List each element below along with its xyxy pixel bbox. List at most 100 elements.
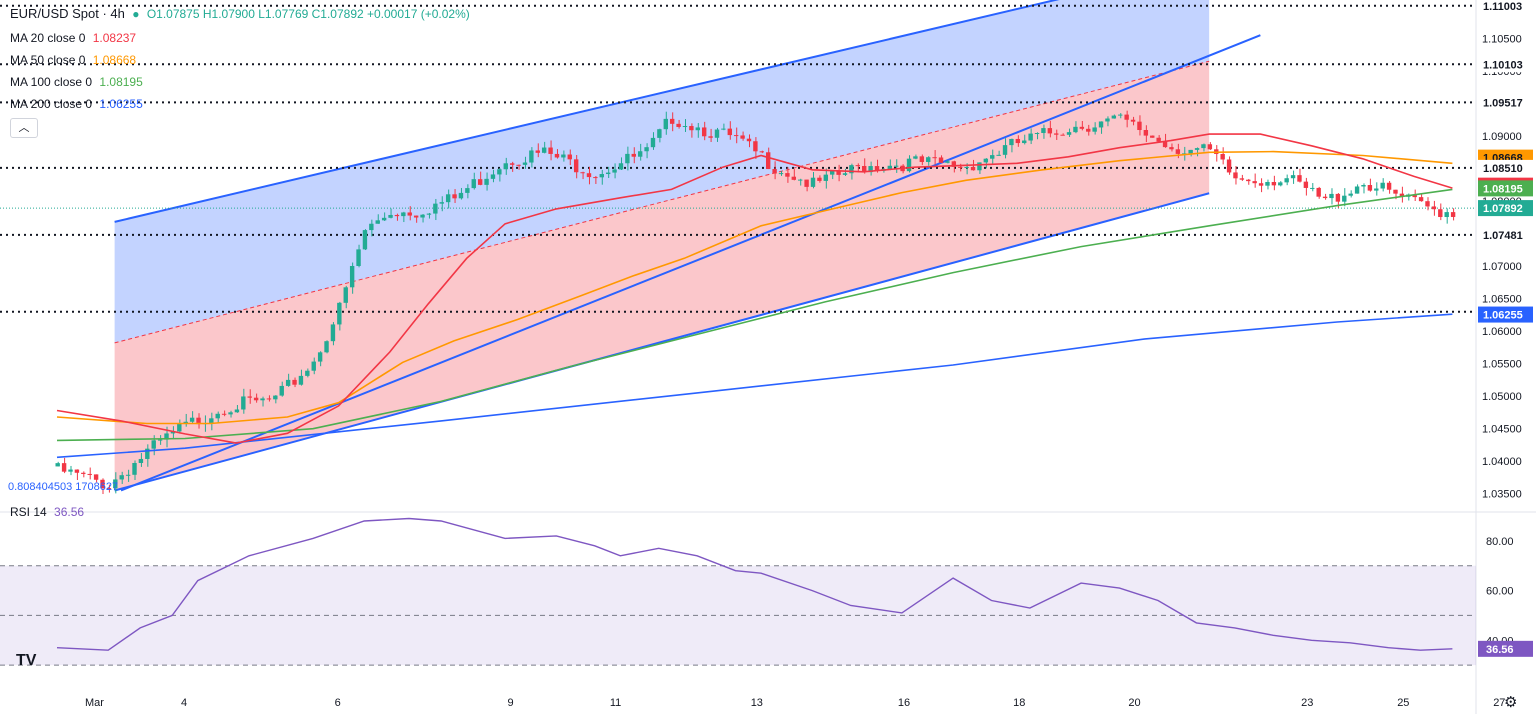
candle-body	[887, 165, 893, 170]
legend-ma20[interactable]: MA 20 close 0 1.08237	[10, 31, 140, 45]
candle-body	[1188, 149, 1193, 154]
candle-body	[401, 212, 406, 217]
candle-body	[1348, 193, 1353, 196]
y-tick-label: 1.07000	[1482, 261, 1522, 273]
x-tick-label: 25	[1397, 697, 1409, 709]
candle-body	[541, 147, 547, 153]
candle-body	[132, 462, 137, 475]
candle-body	[196, 417, 201, 425]
candle-body	[810, 177, 816, 187]
candle-body	[1143, 130, 1149, 136]
legend-ma50-value: 1.08668	[92, 53, 137, 67]
rsi-tick-label: 60.00	[1486, 586, 1514, 598]
candle-body	[605, 172, 611, 175]
candle-body	[356, 249, 361, 266]
legend-ma200[interactable]: MA 200 close 0 1.06255	[10, 97, 147, 111]
candle-body	[298, 375, 304, 385]
tradingview-logo-icon[interactable]: TV	[16, 652, 37, 669]
candle-body	[74, 469, 80, 473]
candle-body	[497, 169, 502, 175]
candle-body	[1322, 196, 1328, 199]
ma20-line	[56, 133, 1453, 444]
candle-body	[1393, 189, 1398, 194]
rsi-line	[56, 517, 1453, 651]
candle-body	[862, 165, 867, 173]
candle-body	[151, 440, 156, 449]
candle-body	[369, 223, 374, 231]
candle-body	[1252, 181, 1257, 184]
gear-icon[interactable]: ⚙	[1504, 694, 1518, 711]
fib-ratio-label: 0.808404503 1708627	[8, 481, 119, 493]
candle-body	[1329, 193, 1334, 199]
candle-body	[247, 396, 252, 398]
candle-body	[413, 215, 419, 218]
candle-body	[1156, 137, 1161, 142]
candle-body	[241, 396, 246, 410]
candle-body	[1431, 206, 1437, 210]
candle-body	[317, 352, 323, 362]
candle-body	[1009, 138, 1014, 146]
candle-body	[1380, 182, 1385, 189]
candle-body	[676, 123, 681, 127]
candle-body	[234, 409, 240, 413]
rsi-legend[interactable]: RSI 14 36.56	[10, 505, 88, 519]
candle-body	[836, 170, 841, 175]
candle-body	[349, 265, 355, 288]
candle-body	[1412, 194, 1417, 198]
candle-body	[708, 136, 713, 138]
candle-body	[311, 361, 316, 371]
candle-body	[567, 154, 572, 160]
candle-body	[1169, 147, 1174, 150]
channel-upper-fill	[114, 0, 1210, 343]
candle-body	[522, 162, 528, 165]
x-tick-label: 27	[1493, 697, 1505, 709]
candle-body	[1060, 134, 1065, 136]
candle-body	[1086, 128, 1091, 132]
collapse-legend-button[interactable]: ︿	[10, 118, 38, 138]
candle-body	[657, 129, 662, 138]
y-tick-label: 1.04000	[1482, 456, 1522, 468]
rsi-label: RSI 14	[10, 505, 47, 519]
candle-body	[465, 188, 470, 193]
price-label-box	[1478, 0, 1533, 14]
candle-body	[804, 179, 809, 187]
symbol-title[interactable]: EUR/USD Spot · 4h	[10, 6, 125, 21]
candle-body	[772, 169, 777, 174]
candle-body	[87, 473, 92, 475]
candle-body	[420, 214, 425, 218]
price-label-text: 1.06255	[1483, 310, 1523, 322]
candle-body	[266, 398, 272, 400]
candle-body	[682, 126, 688, 128]
candle-body	[1002, 145, 1008, 155]
candle-body	[407, 212, 412, 216]
candle-body	[183, 421, 188, 424]
candle-body	[279, 385, 284, 396]
candle-body	[919, 156, 925, 162]
candle-body	[733, 135, 739, 137]
candle-body	[842, 173, 848, 175]
candle-body	[458, 192, 464, 199]
x-tick-label: 9	[507, 697, 513, 709]
candle-body	[1258, 183, 1264, 186]
market-status-icon: ●	[132, 7, 140, 21]
candle-body	[362, 230, 368, 250]
candle-body	[1450, 212, 1456, 217]
candle-body	[1124, 114, 1129, 120]
candle-body	[1342, 195, 1347, 202]
candle-body	[55, 463, 60, 467]
candle-body	[209, 418, 214, 424]
y-tick-label: 1.04500	[1482, 424, 1522, 436]
candle-body	[612, 169, 617, 173]
candle-body	[785, 173, 790, 177]
candle-body	[68, 469, 73, 472]
ma200-line	[56, 313, 1453, 459]
legend-ma100[interactable]: MA 100 close 0 1.08195	[10, 75, 147, 89]
legend-ma50[interactable]: MA 50 close 0 1.08668	[10, 53, 140, 67]
candle-body	[535, 150, 540, 153]
candle-body	[1284, 178, 1289, 183]
candle-body	[285, 379, 291, 386]
x-tick-label: 4	[181, 697, 187, 709]
candle-body	[759, 151, 764, 153]
